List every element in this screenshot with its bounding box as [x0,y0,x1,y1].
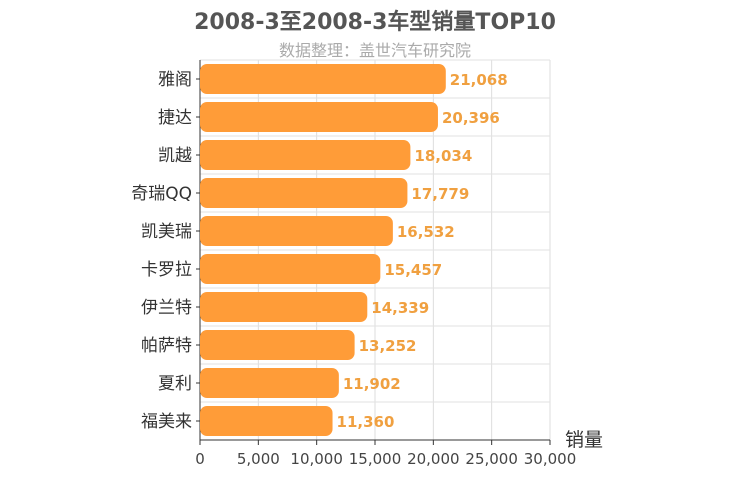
bar[interactable] [200,330,355,360]
category-label: 凯美瑞 [141,222,192,242]
bar[interactable] [200,406,333,436]
category-label: 奇瑞QQ [131,184,192,204]
data-label: 17,779 [411,185,469,203]
x-tick-label: 15,000 [349,450,402,468]
category-label: 夏利 [158,374,192,394]
data-label: 20,396 [442,109,500,127]
chart-title: 2008-3至2008-3车型销量TOP10 [194,10,556,35]
data-label: 14,339 [371,299,429,317]
category-label: 伊兰特 [141,298,192,318]
chart-subtitle: 数据整理：盖世汽车研究院 [278,41,471,60]
category-label: 福美来 [141,412,192,432]
data-label: 11,902 [343,375,401,393]
bar[interactable] [200,64,446,94]
bar[interactable] [200,102,438,132]
data-label: 18,034 [414,147,472,165]
bar[interactable] [200,292,368,322]
data-label: 16,532 [397,223,455,241]
bar[interactable] [200,178,408,208]
category-label: 凯越 [158,146,192,166]
data-label: 13,252 [359,337,417,355]
category-label: 卡罗拉 [141,260,192,280]
x-tick-label: 30,000 [524,450,577,468]
category-label: 雅阁 [158,70,192,90]
data-label: 15,457 [384,261,442,279]
x-tick-label: 0 [195,450,205,468]
x-tick-label: 20,000 [407,450,460,468]
x-tick-label: 10,000 [290,450,343,468]
category-label: 捷达 [158,108,192,128]
bar[interactable] [200,140,411,170]
x-tick-label: 25,000 [465,450,518,468]
x-tick-label: 5,000 [237,450,280,468]
data-label: 21,068 [450,71,508,89]
category-label: 帕萨特 [141,336,192,356]
bar[interactable] [200,216,393,246]
data-label: 11,360 [337,413,395,431]
x-axis-label: 销量 [565,429,603,451]
bar[interactable] [200,368,339,398]
bar[interactable] [200,254,381,284]
